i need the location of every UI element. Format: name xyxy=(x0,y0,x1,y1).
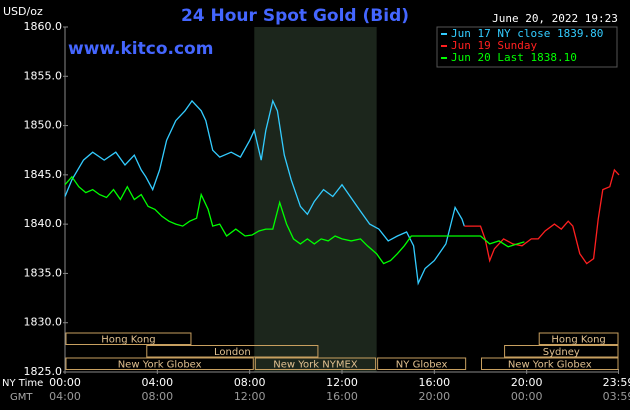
x-tick-label: 08:00 xyxy=(234,376,266,389)
series-line xyxy=(464,168,620,265)
session-box xyxy=(254,357,377,370)
legend-label: Jun 17 NY close 1839.80 xyxy=(451,27,603,40)
y-tick-label: 1825.0 xyxy=(24,365,63,378)
x-tick-label: 12:00 xyxy=(326,376,358,389)
x-tick-label: 16:00 xyxy=(418,376,450,389)
x2-label: GMT xyxy=(10,392,33,403)
series-line xyxy=(64,175,525,265)
y-tick-label: 1850.0 xyxy=(24,119,63,132)
session-label: Hong Kong xyxy=(551,335,605,346)
session-label: New York Globex xyxy=(508,360,592,371)
x2-tick-label: 12:00 xyxy=(234,390,266,403)
y-tick-label: 1840.0 xyxy=(24,217,63,230)
session-box xyxy=(146,345,319,358)
x2-tick-label: 04:00 xyxy=(49,390,81,403)
session-box xyxy=(377,357,467,370)
session-label: Hong Kong xyxy=(101,335,155,346)
session-label: London xyxy=(214,347,251,358)
x-label: NY Time xyxy=(2,378,43,389)
x2-tick-label: 03:59 xyxy=(603,390,630,403)
session-label: New York Globex xyxy=(118,360,202,371)
y-tick-label: 1830.0 xyxy=(24,316,63,329)
session-box xyxy=(65,332,192,345)
x2-tick-label: 16:00 xyxy=(326,390,358,403)
legend-box xyxy=(436,26,618,68)
legend-label: Jun 20 Last 1838.10 xyxy=(451,51,577,64)
x2-tick-label: 00:00 xyxy=(511,390,543,403)
legend-label: Jun 19 Sunday xyxy=(451,39,537,52)
x-tick-label: 00:00 xyxy=(49,376,81,389)
session-box xyxy=(538,332,619,345)
session-label: New York NYMEX xyxy=(273,360,358,371)
y-unit: USD/oz xyxy=(3,5,43,18)
site: www.kitco.com xyxy=(68,39,213,59)
chart-title: 24 Hour Spot Gold (Bid) xyxy=(181,6,409,26)
series-line xyxy=(64,98,465,286)
session-label: NY Globex xyxy=(396,360,448,371)
x2-tick-label: 08:00 xyxy=(141,390,173,403)
x-tick-label: 04:00 xyxy=(141,376,173,389)
session-box xyxy=(65,357,254,370)
x-tick-label: 23:59 xyxy=(603,376,630,389)
y-tick-label: 1835.0 xyxy=(24,266,63,279)
y-tick-label: 1855.0 xyxy=(24,69,63,82)
session-label: Sydney xyxy=(543,347,580,358)
x2-tick-label: 20:00 xyxy=(418,390,450,403)
session-box xyxy=(481,357,619,370)
y-tick-label: 1860.0 xyxy=(24,20,63,33)
session-box xyxy=(504,345,619,358)
y-tick-label: 1845.0 xyxy=(24,168,63,181)
x-tick-label: 20:00 xyxy=(511,376,543,389)
timestamp: June 20, 2022 19:23 xyxy=(492,12,618,25)
